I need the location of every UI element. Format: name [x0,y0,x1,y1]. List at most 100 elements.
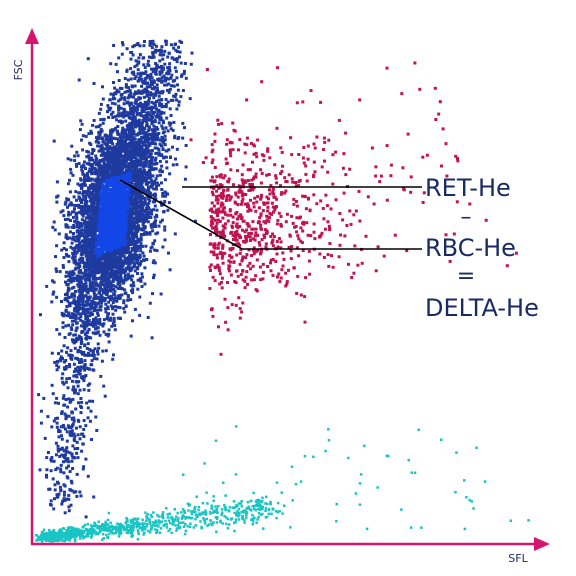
data-point-blue [106,138,110,142]
data-point-blue [98,260,101,264]
data-point-red [284,180,288,183]
data-point-red [256,138,260,142]
data-point-red [269,235,273,238]
data-point-red [226,328,230,332]
data-point-red [277,211,281,215]
data-point-blue [86,249,90,253]
data-point-blue [95,227,99,231]
data-point-blue [102,253,106,257]
data-point-red [259,193,263,197]
data-point-red [227,264,231,268]
data-point-red [366,195,370,199]
data-point-blue [82,283,86,286]
data-point-blue [101,158,105,162]
data-point-red [252,246,256,250]
data-point-blue [95,181,99,184]
data-point-red [326,170,330,174]
data-point-blue [122,113,126,117]
data-point-red [218,183,222,187]
data-point-blue [91,184,95,188]
data-point-blue [183,177,187,181]
data-point-blue [74,190,78,194]
data-point-blue [122,254,126,258]
data-point-blue [133,115,137,119]
data-point-blue [63,202,67,206]
data-point-red [269,184,273,188]
data-point-blue [83,195,87,198]
data-point-blue [76,234,80,238]
data-point-red [344,173,348,177]
data-point-red [402,187,406,191]
data-point-red [235,222,239,226]
data-point-red [213,226,217,230]
data-point-blue [96,203,100,207]
data-point-blue [157,94,161,98]
data-point-red [221,244,225,248]
data-point-blue [117,168,121,172]
data-point-red [210,175,214,179]
data-point-red [215,189,219,193]
data-point-blue [144,151,148,155]
data-point-blue [73,207,76,211]
data-point-blue [99,118,103,122]
data-point-blue [154,197,158,201]
data-point-blue [68,236,71,240]
data-point-blue [126,277,129,281]
data-point-red [244,180,248,184]
data-point-blue [130,133,133,137]
data-point-blue [128,158,132,162]
data-point-blue [69,171,73,175]
data-point-red [220,195,223,199]
data-point-blue [129,274,133,278]
data-point-blue [108,281,112,285]
data-point-red [213,132,217,136]
data-point-blue [108,168,112,172]
data-point-blue [96,184,100,188]
data-point-red [263,228,267,232]
data-point-blue [111,178,115,182]
data-point-blue [153,261,157,265]
data-point-blue [71,251,75,255]
data-point-blue [91,250,95,254]
data-point-blue [73,159,77,163]
data-point-blue [119,186,123,190]
data-point-blue [118,286,122,290]
data-point-blue [149,184,153,188]
data-point-blue [184,165,188,169]
data-point-blue [128,276,132,280]
data-point-red [297,153,301,156]
scatter-points [34,39,530,543]
data-point-red [213,218,217,222]
data-point-blue [109,129,112,133]
data-point-blue [121,220,125,224]
data-point-blue [104,332,108,336]
data-point-blue [95,237,99,241]
data-point-blue [132,224,136,228]
data-point-blue [110,200,114,204]
data-point-blue [103,236,107,240]
data-point-blue [105,211,109,214]
data-point-red [211,148,215,152]
data-point-blue [116,229,120,233]
data-point-blue [150,225,154,229]
data-point-blue [159,220,163,224]
data-point-red [287,246,291,249]
data-point-red [210,308,213,312]
data-point-blue [142,161,146,164]
data-point-blue [117,241,121,244]
data-point-red [221,229,225,233]
data-point-blue [56,194,60,198]
data-point-blue [70,301,74,305]
data-point-red [215,253,219,257]
data-point-blue [118,253,122,257]
data-point-red [455,200,459,204]
data-point-blue [104,310,108,314]
data-point-blue [104,277,108,281]
data-point-red [241,163,245,167]
data-point-red [300,221,304,225]
data-point-blue [136,262,140,266]
data-point-blue [137,142,141,146]
data-point-blue [115,225,119,229]
data-point-red [328,227,332,231]
data-point-red [262,233,266,237]
